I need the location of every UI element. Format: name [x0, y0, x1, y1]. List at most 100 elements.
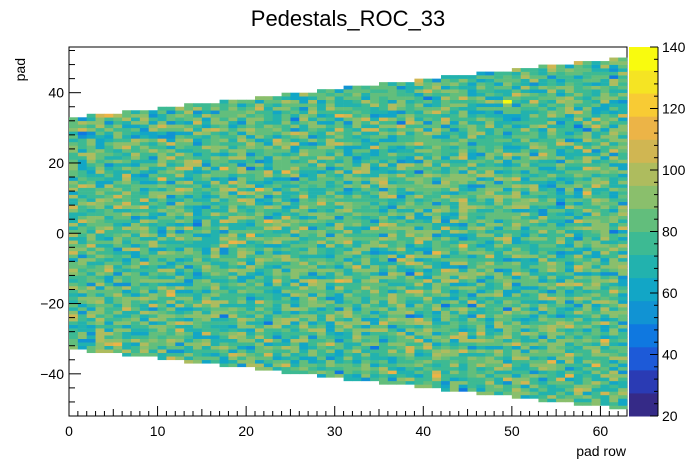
- heatmap-cell: [467, 293, 477, 297]
- heatmap-cell: [272, 296, 282, 301]
- heatmap-cell: [379, 380, 389, 385]
- heatmap-cell: [582, 317, 592, 322]
- heatmap-cell: [246, 321, 256, 325]
- heatmap-cell: [317, 271, 327, 276]
- heatmap-cell: [352, 89, 362, 93]
- heatmap-cell: [387, 370, 398, 375]
- heatmap-cell: [122, 198, 132, 202]
- heatmap-cell: [582, 89, 592, 93]
- heatmap-cell: [485, 113, 495, 118]
- heatmap-cell: [573, 373, 584, 378]
- heatmap-cell: [476, 229, 486, 234]
- heatmap-cell: [184, 296, 194, 301]
- heatmap-cell: [246, 317, 256, 322]
- heatmap-cell: [547, 198, 557, 202]
- heatmap-cell: [547, 268, 557, 273]
- heatmap-cell: [547, 373, 557, 378]
- heatmap-cell: [246, 219, 256, 224]
- heatmap-cell: [547, 219, 557, 224]
- heatmap-cell: [272, 127, 282, 132]
- heatmap-cell: [157, 162, 167, 167]
- heatmap-cell: [139, 127, 150, 132]
- heatmap-cell: [95, 138, 105, 143]
- heatmap-cell: [334, 99, 344, 104]
- heatmap-cell: [405, 155, 415, 160]
- heatmap-cell: [95, 303, 105, 308]
- heatmap-cell: [441, 127, 451, 132]
- heatmap-cell: [449, 120, 460, 125]
- heatmap-cell: [263, 349, 274, 354]
- heatmap-cell: [538, 282, 548, 287]
- heatmap-cell: [432, 300, 442, 304]
- heatmap-cell: [263, 124, 274, 129]
- heatmap-cell: [361, 328, 371, 332]
- heatmap-cell: [529, 194, 539, 199]
- heatmap-cell: [423, 208, 433, 213]
- heatmap-cell: [387, 173, 398, 178]
- heatmap-cell: [237, 159, 247, 164]
- heatmap-cell: [325, 289, 336, 294]
- heatmap-cell: [131, 170, 141, 174]
- heatmap-cell: [219, 296, 229, 301]
- heatmap-cell: [600, 317, 610, 322]
- heatmap-cell: [86, 328, 96, 332]
- heatmap-cell: [511, 201, 522, 206]
- heatmap-cell: [529, 300, 539, 304]
- heatmap-cell: [317, 198, 327, 202]
- heatmap-cell: [166, 278, 176, 283]
- heatmap-cell: [449, 387, 460, 392]
- heatmap-cell: [95, 134, 105, 139]
- heatmap-cell: [370, 127, 380, 132]
- heatmap-cell: [290, 208, 300, 213]
- heatmap-cell: [325, 106, 336, 111]
- heatmap-cell: [529, 75, 539, 79]
- heatmap-cell: [325, 331, 336, 336]
- heatmap-cell: [556, 184, 566, 188]
- heatmap-cell: [255, 177, 265, 181]
- heatmap-cell: [334, 194, 344, 199]
- heatmap-cell: [511, 170, 522, 174]
- heatmap-cell: [485, 78, 495, 83]
- heatmap-cell: [281, 275, 291, 280]
- heatmap-cell: [237, 233, 247, 238]
- heatmap-cell: [511, 366, 522, 371]
- heatmap-cell: [325, 321, 336, 325]
- heatmap-cell: [565, 233, 575, 238]
- heatmap-cell: [485, 124, 495, 129]
- heatmap-cell: [255, 303, 265, 308]
- heatmap-cell: [494, 131, 504, 136]
- heatmap-cell: [317, 120, 327, 125]
- heatmap-cell: [565, 99, 575, 104]
- heatmap-cell: [255, 278, 265, 283]
- heatmap-cell: [317, 219, 327, 224]
- heatmap-cell: [361, 363, 371, 368]
- heatmap-cell: [529, 148, 539, 153]
- heatmap-cell: [485, 208, 495, 213]
- heatmap-cell: [210, 134, 220, 139]
- heatmap-cell: [352, 275, 362, 280]
- heatmap-cell: [432, 268, 442, 273]
- heatmap-cell: [210, 314, 220, 318]
- heatmap-cell: [299, 212, 309, 216]
- heatmap-cell: [263, 96, 274, 101]
- heatmap-cell: [95, 226, 105, 231]
- heatmap-cell: [591, 384, 601, 389]
- heatmap-cell: [299, 296, 309, 301]
- heatmap-cell: [193, 317, 203, 322]
- heatmap-cell: [325, 127, 336, 132]
- heatmap-cell: [556, 162, 566, 167]
- heatmap-cell: [95, 345, 105, 350]
- heatmap-cell: [325, 148, 336, 153]
- heatmap-cell: [423, 243, 433, 248]
- heatmap-cell: [139, 166, 150, 171]
- heatmap-cell: [219, 138, 229, 143]
- heatmap-cell: [582, 191, 592, 195]
- heatmap-cell: [458, 236, 468, 241]
- heatmap-cell: [69, 275, 79, 280]
- heatmap-cell: [201, 229, 212, 234]
- heatmap-cell: [86, 275, 96, 280]
- heatmap-cell: [485, 134, 495, 139]
- heatmap-cell: [529, 71, 539, 76]
- heatmap-cell: [565, 103, 575, 108]
- heatmap-cell: [396, 162, 406, 167]
